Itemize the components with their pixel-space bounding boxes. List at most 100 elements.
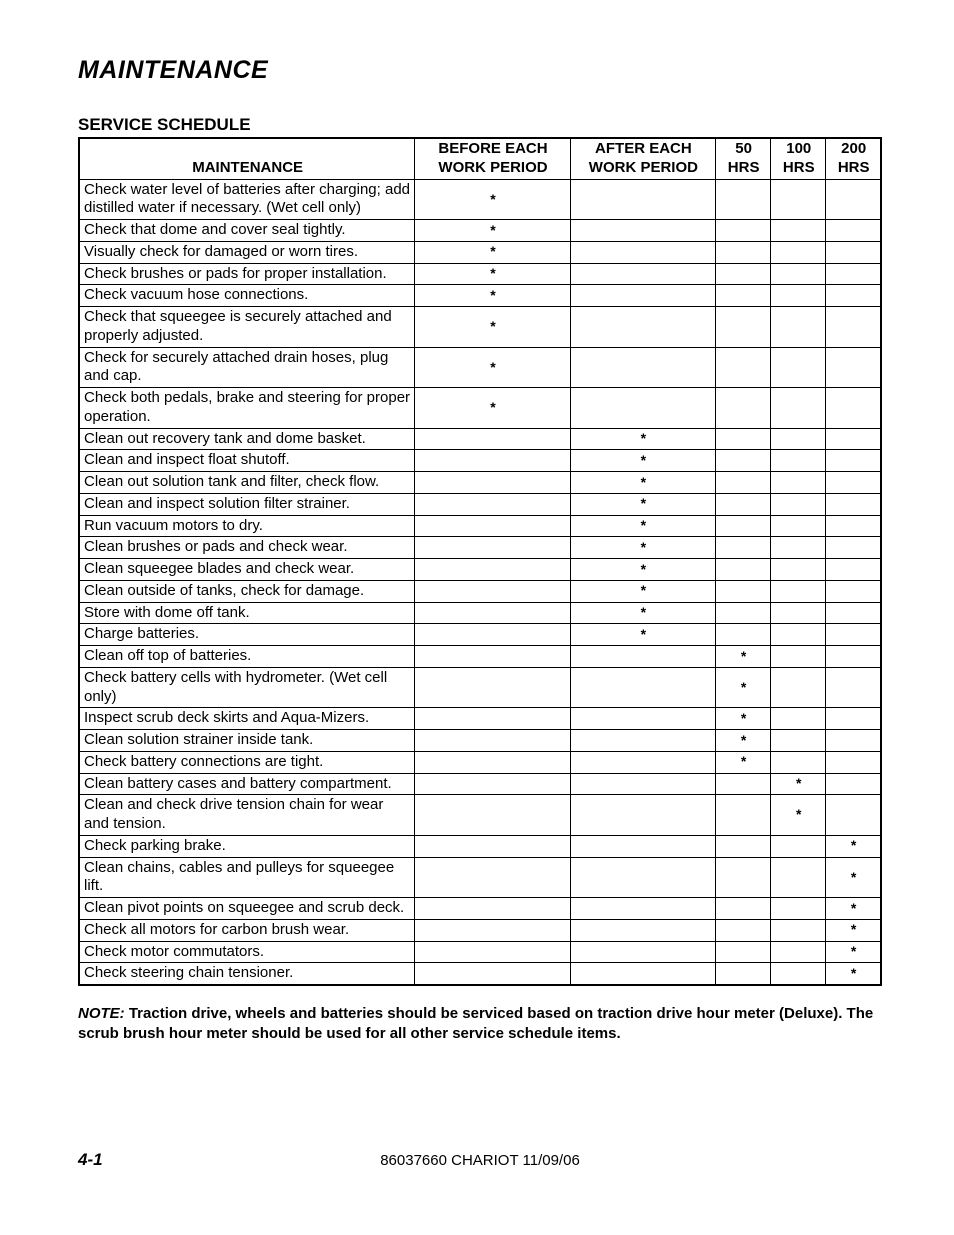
task-cell: Check all motors for carbon brush wear.: [79, 919, 415, 941]
mark-cell: *: [716, 646, 771, 668]
mark-cell: [570, 751, 715, 773]
task-cell: Check that dome and cover seal tightly.: [79, 220, 415, 242]
task-cell: Run vacuum motors to dry.: [79, 515, 415, 537]
task-cell: Store with dome off tank.: [79, 602, 415, 624]
mark-cell: [415, 493, 570, 515]
mark-cell: *: [570, 602, 715, 624]
table-row: Check steering chain tensioner.*: [79, 963, 881, 985]
mark-cell: [771, 963, 826, 985]
table-row: Run vacuum motors to dry.*: [79, 515, 881, 537]
mark-cell: [826, 602, 881, 624]
mark-cell: *: [415, 388, 570, 429]
mark-cell: [826, 285, 881, 307]
col-header-maintenance: MAINTENANCE: [79, 138, 415, 179]
mark-cell: *: [826, 919, 881, 941]
task-cell: Check motor commutators.: [79, 941, 415, 963]
mark-cell: [570, 773, 715, 795]
mark-cell: [415, 898, 570, 920]
task-cell: Check parking brake.: [79, 835, 415, 857]
mark-cell: [415, 941, 570, 963]
task-cell: Visually check for damaged or worn tires…: [79, 241, 415, 263]
mark-cell: [415, 472, 570, 494]
mark-cell: [826, 220, 881, 242]
mark-cell: [771, 919, 826, 941]
task-cell: Check vacuum hose connections.: [79, 285, 415, 307]
col-header-before: BEFORE EACH WORK PERIOD: [415, 138, 570, 179]
mark-cell: [570, 241, 715, 263]
mark-cell: [415, 450, 570, 472]
col-header-after: AFTER EACH WORK PERIOD: [570, 138, 715, 179]
mark-cell: [716, 472, 771, 494]
mark-cell: [716, 241, 771, 263]
mark-cell: [771, 857, 826, 898]
table-row: Clean pivot points on squeegee and scrub…: [79, 898, 881, 920]
mark-cell: [716, 388, 771, 429]
mark-cell: [415, 428, 570, 450]
task-cell: Inspect scrub deck skirts and Aqua-Mizer…: [79, 708, 415, 730]
table-row: Clean and inspect float shutoff.*: [79, 450, 881, 472]
mark-cell: [415, 919, 570, 941]
mark-cell: *: [415, 285, 570, 307]
table-row: Check water level of batteries after cha…: [79, 179, 881, 220]
table-row: Check for securely attached drain hoses,…: [79, 347, 881, 388]
mark-cell: [415, 580, 570, 602]
mark-cell: [570, 307, 715, 348]
mark-cell: [716, 428, 771, 450]
service-schedule-table: MAINTENANCE BEFORE EACH WORK PERIOD AFTE…: [78, 137, 882, 986]
mark-cell: *: [826, 835, 881, 857]
mark-cell: [570, 179, 715, 220]
table-row: Check both pedals, brake and steering fo…: [79, 388, 881, 429]
mark-cell: [771, 428, 826, 450]
mark-cell: *: [826, 898, 881, 920]
mark-cell: [570, 941, 715, 963]
mark-cell: [570, 730, 715, 752]
task-cell: Clean and check drive tension chain for …: [79, 795, 415, 836]
task-cell: Clean and inspect solution filter strain…: [79, 493, 415, 515]
mark-cell: [415, 559, 570, 581]
task-cell: Clean out solution tank and filter, chec…: [79, 472, 415, 494]
table-row: Charge batteries.*: [79, 624, 881, 646]
mark-cell: [570, 919, 715, 941]
task-cell: Clean brushes or pads and check wear.: [79, 537, 415, 559]
mark-cell: [771, 347, 826, 388]
mark-cell: *: [570, 537, 715, 559]
mark-cell: [716, 580, 771, 602]
task-cell: Clean squeegee blades and check wear.: [79, 559, 415, 581]
task-cell: Clean battery cases and battery compartm…: [79, 773, 415, 795]
table-row: Clean brushes or pads and check wear. *: [79, 537, 881, 559]
mark-cell: [771, 646, 826, 668]
mark-cell: [415, 708, 570, 730]
mark-cell: [826, 347, 881, 388]
mark-cell: [415, 624, 570, 646]
mark-cell: *: [826, 941, 881, 963]
mark-cell: [826, 667, 881, 708]
mark-cell: [771, 515, 826, 537]
mark-cell: [771, 835, 826, 857]
task-cell: Check water level of batteries after cha…: [79, 179, 415, 220]
table-row: Store with dome off tank. *: [79, 602, 881, 624]
task-cell: Check battery connections are tight.: [79, 751, 415, 773]
mark-cell: *: [570, 559, 715, 581]
mark-cell: [570, 646, 715, 668]
mark-cell: [771, 388, 826, 429]
task-cell: Check brushes or pads for proper install…: [79, 263, 415, 285]
table-row: Check that squeegee is securely attached…: [79, 307, 881, 348]
mark-cell: [826, 388, 881, 429]
mark-cell: [716, 795, 771, 836]
mark-cell: *: [570, 428, 715, 450]
mark-cell: [716, 963, 771, 985]
mark-cell: [771, 220, 826, 242]
mark-cell: [716, 537, 771, 559]
task-cell: Check that squeegee is securely attached…: [79, 307, 415, 348]
task-cell: Clean chains, cables and pulleys for squ…: [79, 857, 415, 898]
task-cell: Clean solution strainer inside tank.: [79, 730, 415, 752]
task-cell: Clean off top of batteries.: [79, 646, 415, 668]
mark-cell: [826, 773, 881, 795]
table-row: Check battery connections are tight.*: [79, 751, 881, 773]
mark-cell: [826, 559, 881, 581]
mark-cell: *: [570, 450, 715, 472]
mark-cell: [771, 730, 826, 752]
mark-cell: [570, 835, 715, 857]
col-header-100hrs: 100 HRS: [771, 138, 826, 179]
col-header-50hrs: 50 HRS: [716, 138, 771, 179]
